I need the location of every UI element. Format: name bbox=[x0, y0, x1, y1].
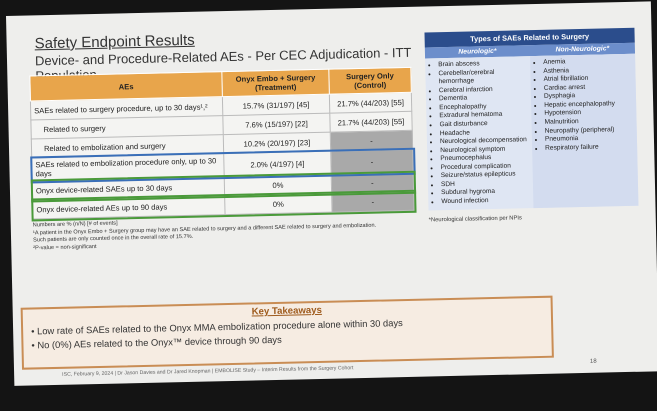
list-item: Wound infection bbox=[441, 196, 529, 207]
results-table: AEs Onyx Embo + Surgery (Treatment) Surg… bbox=[29, 67, 417, 222]
list-item: Cerebellar/cerebral hemorrhage bbox=[438, 68, 526, 87]
sae-types-panel: Types of SAEs Related to Surgery Neurolo… bbox=[424, 27, 639, 224]
treatment-value: 0% bbox=[224, 193, 333, 215]
list-item: Respiratory failure bbox=[545, 142, 633, 153]
key-takeaways-box: Key Takeaways • Low rate of SAEs related… bbox=[20, 295, 554, 370]
header-treatment: Onyx Embo + Surgery (Treatment) bbox=[221, 69, 330, 97]
takeaway-text: No (0%) AEs related to the Onyx™ device … bbox=[37, 333, 282, 351]
nonneurologic-list: Anemia Asthenia Atrial fibrillation Card… bbox=[534, 57, 633, 153]
sae-types-footnote: *Neurological classification per NPIs bbox=[428, 214, 522, 224]
results-table-wrapper: AEs Onyx Embo + Surgery (Treatment) Surg… bbox=[29, 67, 417, 253]
nonneurologic-column: Anemia Asthenia Atrial fibrillation Card… bbox=[530, 53, 639, 208]
control-value: 21.7% (44/203) [55] bbox=[329, 111, 413, 133]
sae-types-columns: Brain abscess Cerebellar/cerebral hemorr… bbox=[425, 53, 639, 211]
neurologic-list: Brain abscess Cerebellar/cerebral hemorr… bbox=[429, 59, 529, 207]
row-label: Onyx device-related AEs up to 90 days bbox=[32, 195, 226, 219]
control-value: - bbox=[331, 172, 414, 194]
table-footnotes: Numbers are % (n/N) [# of events] ¹A pat… bbox=[33, 214, 416, 253]
control-value: 21.7% (44/203) [55] bbox=[329, 92, 412, 114]
page-number: 18 bbox=[589, 358, 597, 365]
header-control: Surgery Only (Control) bbox=[328, 67, 412, 95]
treatment-value: 7.6% (15/197) [22] bbox=[222, 113, 331, 135]
presentation-slide: Safety Endpoint Results Device- and Proc… bbox=[6, 1, 657, 386]
neurologic-column: Brain abscess Cerebellar/cerebral hemorr… bbox=[425, 56, 533, 210]
treatment-value: 10.2% (20/197) [23] bbox=[223, 132, 331, 154]
treatment-value: 2.0% (4/197) [4] bbox=[223, 151, 332, 177]
control-value: - bbox=[330, 149, 414, 175]
control-value: - bbox=[331, 191, 415, 213]
treatment-value: 0% bbox=[224, 174, 332, 196]
control-value: - bbox=[330, 130, 413, 152]
treatment-value: 15.7% (31/197) [45] bbox=[222, 94, 330, 116]
